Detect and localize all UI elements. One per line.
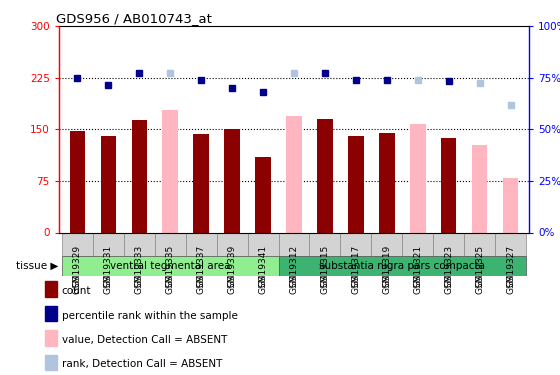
Bar [62,232,93,256]
Bar [317,119,333,232]
Bar [340,232,371,256]
Text: GSM19317: GSM19317 [351,244,361,294]
Text: GSM19333: GSM19333 [135,244,144,294]
Bar [286,116,302,232]
Text: GSM19337: GSM19337 [197,244,206,294]
Text: GSM19319: GSM19319 [382,244,391,294]
Text: GSM19321: GSM19321 [413,244,422,294]
Bar [162,110,178,232]
Text: GSM19339: GSM19339 [227,244,237,294]
Bar [441,138,456,232]
Bar [124,232,155,256]
Bar [310,232,340,256]
Bar [348,136,363,232]
Bar [217,232,248,256]
Bar [464,232,495,256]
Text: GSM19325: GSM19325 [475,244,484,294]
Bar [495,232,526,256]
Bar [433,232,464,256]
Text: percentile rank within the sample: percentile rank within the sample [62,310,237,321]
Bar [278,232,310,256]
Text: tissue ▶: tissue ▶ [16,261,58,271]
Text: GSM19341: GSM19341 [259,244,268,294]
Text: GSM19327: GSM19327 [506,244,515,294]
Text: GSM19331: GSM19331 [104,244,113,294]
Text: rank, Detection Call = ABSENT: rank, Detection Call = ABSENT [62,359,222,369]
Bar [186,232,217,256]
Bar [248,232,278,256]
Bar [45,306,57,321]
Text: count: count [62,286,91,296]
Text: GSM19335: GSM19335 [166,244,175,294]
Bar [93,232,124,256]
Bar [45,281,57,297]
Bar [410,124,426,232]
Bar [62,256,278,276]
Text: GSM19329: GSM19329 [73,244,82,294]
Text: GSM19312: GSM19312 [290,244,298,294]
Bar [45,330,57,346]
Bar [255,157,271,232]
Bar [69,131,85,232]
Bar [101,136,116,232]
Bar [379,133,395,232]
Text: GDS956 / AB010743_at: GDS956 / AB010743_at [57,12,212,25]
Text: ventral tegmental area: ventral tegmental area [110,261,231,271]
Bar [45,354,57,370]
Text: value, Detection Call = ABSENT: value, Detection Call = ABSENT [62,335,227,345]
Bar [402,232,433,256]
Bar [371,232,402,256]
Bar [503,177,519,232]
Bar [278,256,526,276]
Bar [155,232,186,256]
Bar [132,120,147,232]
Bar [193,134,209,232]
Text: GSM19323: GSM19323 [444,244,453,294]
Text: GSM19315: GSM19315 [320,244,329,294]
Bar [472,145,487,232]
Bar [225,129,240,232]
Text: substantia nigra pars compacta: substantia nigra pars compacta [319,261,486,271]
